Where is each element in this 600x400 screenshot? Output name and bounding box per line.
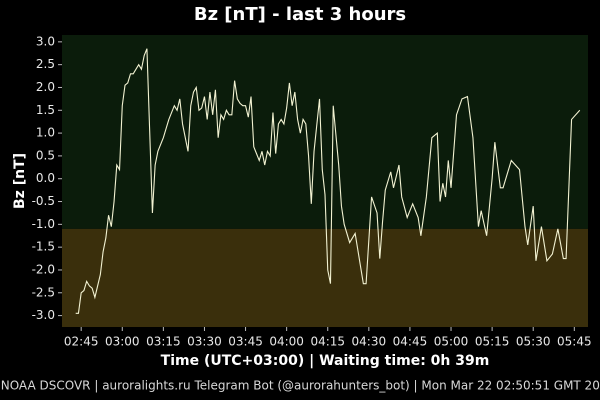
x-tick-label: 04:00 — [269, 335, 304, 349]
x-tick-label: 05:15 — [475, 335, 510, 349]
x-tick-label: 03:45 — [228, 335, 263, 349]
y-tick-label: 3.0 — [36, 34, 55, 48]
y-tick-label: -2.0 — [32, 262, 55, 276]
x-tick-label: 05:30 — [516, 335, 551, 349]
data-line — [75, 48, 581, 314]
x-tick-label: 05:00 — [434, 335, 469, 349]
x-tick-label: 04:30 — [352, 335, 387, 349]
y-tick-label: 0.0 — [36, 171, 55, 185]
x-tick-label: 02:45 — [64, 335, 99, 349]
y-tick-label: 0.5 — [36, 148, 55, 162]
y-tick-label: 1.5 — [36, 103, 55, 117]
y-tick-label: -0.5 — [32, 194, 55, 208]
y-tick-label: -2.5 — [32, 285, 55, 299]
x-tick-label: 04:15 — [310, 335, 345, 349]
y-tick-label: -1.0 — [32, 217, 55, 231]
y-tick-label: -3.0 — [32, 308, 55, 322]
below-zone — [62, 228, 588, 327]
y-tick-label: -1.5 — [32, 240, 55, 254]
chart-title: Bz [nT] - last 3 hours — [194, 4, 406, 25]
y-tick-label: 2.0 — [36, 80, 55, 94]
x-tick-label: 03:30 — [187, 335, 222, 349]
y-tick-label: 1.0 — [36, 126, 55, 140]
x-axis-label: Time (UTC+03:00) | Waiting time: 0h 39m — [161, 353, 490, 369]
x-tick-label: 03:15 — [146, 335, 181, 349]
x-tick-label: 05:45 — [557, 335, 592, 349]
y-axis-label: Bz [nT] — [12, 153, 28, 209]
x-tick-label: 03:00 — [105, 335, 140, 349]
footer: — NOAA DSCOVR | auroralights.ru Telegram… — [0, 379, 600, 393]
x-tick-label: 04:45 — [393, 335, 428, 349]
y-tick-label: 2.5 — [36, 57, 55, 71]
